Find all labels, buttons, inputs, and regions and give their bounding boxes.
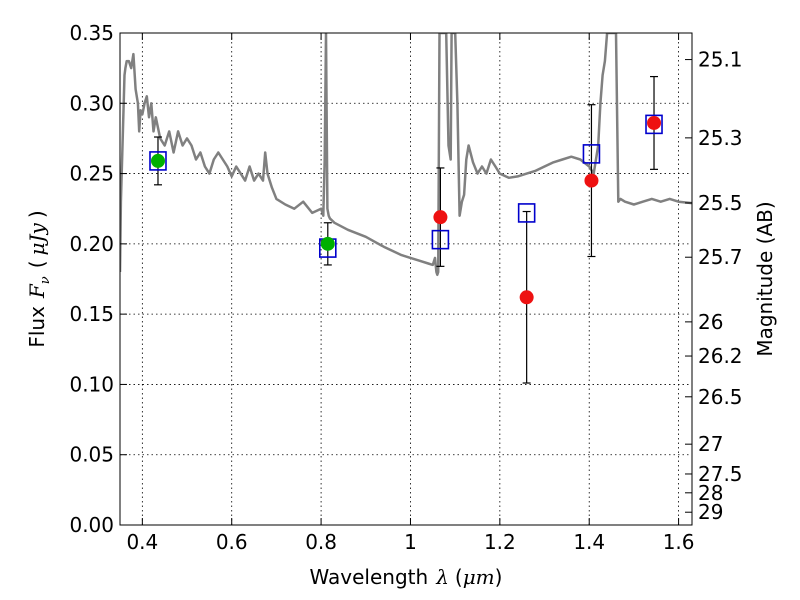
- y-tick-label: 0.15: [69, 302, 114, 326]
- plot-area: [120, 33, 692, 384]
- y-tick-label: 0.00: [69, 513, 114, 537]
- y-tick-label: 0.05: [69, 443, 114, 467]
- x-tick-label: 1.4: [573, 530, 605, 554]
- y-axis-ticks: 0.00 0.05 0.10 0.15 0.20 0.25 0.30 0.35: [69, 21, 127, 537]
- y2-tick-label: 26.5: [698, 385, 743, 409]
- y2-tick-label: 25.1: [698, 48, 743, 72]
- observed-point: [519, 290, 534, 305]
- y2-tick-label: 25.7: [698, 245, 743, 269]
- y-tick-label: 0.25: [69, 162, 114, 186]
- x-tick-label: 0.6: [216, 530, 248, 554]
- y-tick-label: 0.35: [69, 21, 114, 45]
- observed-point: [433, 210, 448, 225]
- plot-frame: [119, 32, 693, 526]
- y2-tick-label: 26: [698, 310, 723, 334]
- model-spectrum-layer: [120, 33, 692, 277]
- y2-tick-label: 28: [698, 481, 723, 505]
- model-box-layer: [149, 114, 663, 258]
- x-tick-label: 0.4: [126, 530, 158, 554]
- y2-tick-label: 25.3: [698, 126, 743, 150]
- x-tick-label: 0.8: [305, 530, 337, 554]
- grid-lines: [120, 33, 692, 525]
- errorbar-layer: [153, 75, 659, 384]
- y2-tick-label: 27.5: [698, 462, 743, 486]
- y2-tick-label: 25.5: [698, 191, 743, 215]
- observed-point: [584, 173, 599, 188]
- model-flux-box: [582, 144, 601, 164]
- model-spectrum-line: [120, 33, 692, 277]
- x-tick-label: 1.2: [484, 530, 516, 554]
- model-flux-box: [517, 203, 536, 223]
- observed-point: [150, 153, 165, 168]
- y-tick-label: 0.20: [69, 232, 114, 256]
- y2-tick-label: 27: [698, 432, 723, 456]
- observed-point: [647, 115, 662, 130]
- y-axis-label: FluxFν(μJy): [25, 210, 53, 347]
- x-tick-label: 1: [404, 530, 417, 554]
- observed-point: [320, 236, 335, 251]
- y2-axis-label: Magnitude (AB): [753, 201, 777, 356]
- x-axis-label: Wavelength λ (μm): [310, 565, 503, 589]
- model-flux-box: [149, 151, 167, 171]
- y2-tick-label: 26.2: [698, 344, 743, 368]
- x-tick-label: 1.6: [663, 530, 695, 554]
- x-axis-ticks: 0.4 0.6 0.8 1 1.2 1.4 1.6: [126, 33, 695, 554]
- model-flux-box: [431, 229, 450, 250]
- y-tick-label: 0.30: [69, 91, 114, 115]
- model-flux-box: [645, 114, 663, 135]
- y2-tick-label: 29: [698, 500, 723, 524]
- y-tick-label: 0.10: [69, 372, 114, 396]
- observed-point-layer: [150, 115, 662, 305]
